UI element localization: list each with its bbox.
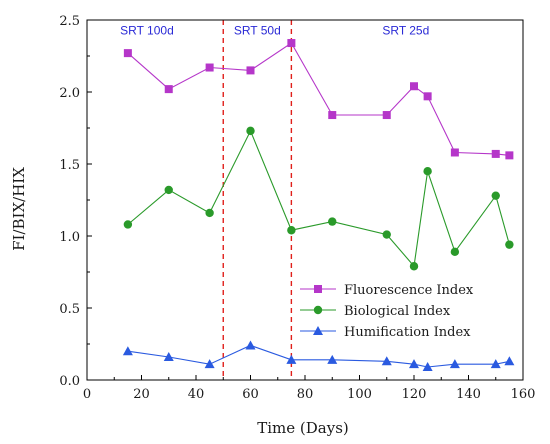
data-point bbox=[204, 359, 215, 369]
data-point bbox=[409, 359, 419, 369]
x-tick-label: 60 bbox=[242, 387, 259, 402]
y-tick-label: 0.0 bbox=[59, 374, 80, 389]
legend: Fluorescence Index Biological Index Humifi… bbox=[300, 283, 474, 340]
x-axis-title: Time (Days) bbox=[257, 419, 349, 437]
x-tick-label: 160 bbox=[511, 387, 536, 402]
data-point bbox=[163, 351, 174, 361]
series-line bbox=[127, 344, 510, 368]
data-point bbox=[122, 346, 133, 356]
data-point bbox=[286, 354, 297, 364]
series-layer bbox=[122, 39, 515, 372]
data-point bbox=[287, 39, 296, 48]
data-point bbox=[410, 82, 418, 91]
x-tick-label: 120 bbox=[402, 387, 427, 402]
y-tick-label: 0.5 bbox=[59, 302, 80, 317]
data-point bbox=[423, 92, 432, 101]
data-point bbox=[381, 356, 392, 366]
data-point bbox=[246, 66, 255, 75]
data-point bbox=[409, 262, 419, 271]
data-point bbox=[504, 356, 515, 366]
data-point bbox=[491, 191, 500, 200]
data-point bbox=[327, 354, 338, 364]
data-point bbox=[490, 359, 501, 369]
data-point bbox=[491, 149, 500, 158]
data-point bbox=[246, 126, 255, 136]
legend-entry: Fluorescence Index bbox=[300, 283, 474, 298]
region-label: SRT 50d bbox=[234, 23, 281, 37]
series-circle bbox=[123, 126, 514, 271]
legend-label: Biological Index bbox=[344, 304, 451, 319]
y-tick-label: 2.5 bbox=[59, 14, 80, 29]
x-tick-label: 80 bbox=[297, 387, 314, 402]
y-tick-label: 1.0 bbox=[59, 230, 80, 245]
srt-divider-lines bbox=[222, 20, 293, 380]
data-point bbox=[205, 63, 214, 72]
data-point bbox=[205, 208, 214, 218]
x-tick-label: 20 bbox=[133, 387, 150, 402]
x-tick-label: 0 bbox=[83, 387, 91, 402]
legend-entry: Biological Index bbox=[300, 304, 451, 319]
y-axis-title: FI/BIX/HIX bbox=[10, 167, 28, 251]
data-point bbox=[505, 240, 514, 249]
legend-marker bbox=[313, 326, 323, 335]
data-point bbox=[450, 247, 460, 257]
data-point bbox=[287, 226, 296, 235]
series-line bbox=[127, 129, 510, 268]
data-point bbox=[505, 151, 514, 160]
data-point bbox=[382, 230, 391, 239]
legend-label: Humification Index bbox=[344, 325, 471, 340]
data-point bbox=[382, 111, 391, 120]
series-line bbox=[127, 42, 510, 156]
data-point bbox=[449, 359, 460, 369]
region-labels: SRT 100d SRT 50d SRT 25d bbox=[120, 23, 429, 37]
x-tick-label: 40 bbox=[188, 387, 205, 402]
data-point bbox=[164, 185, 173, 195]
data-point bbox=[423, 167, 432, 176]
legend-entry: Humification Index bbox=[300, 325, 471, 340]
data-point bbox=[245, 340, 256, 350]
data-point bbox=[328, 111, 337, 120]
legend-label: Fluorescence Index bbox=[344, 283, 474, 298]
data-point bbox=[328, 217, 337, 226]
x-tick-label: 100 bbox=[347, 387, 372, 402]
region-label: SRT 100d bbox=[120, 23, 174, 37]
legend-marker bbox=[313, 305, 323, 315]
axes-layer: 0 20 40 60 80 100 120 140 160 0.0 0.5 1.0 1.5 2.0 2.5 bbox=[59, 14, 535, 402]
y-tick-label: 1.5 bbox=[59, 158, 80, 173]
data-point bbox=[422, 362, 433, 372]
data-point bbox=[123, 220, 133, 229]
data-point bbox=[450, 148, 459, 157]
series-triangle bbox=[122, 340, 515, 372]
x-tick-label: 140 bbox=[456, 387, 481, 402]
y-tick-label: 2.0 bbox=[59, 86, 80, 101]
data-point bbox=[164, 85, 173, 94]
region-label: SRT 25d bbox=[382, 23, 429, 37]
data-point bbox=[123, 49, 132, 58]
legend-marker bbox=[314, 285, 322, 293]
series-square bbox=[123, 39, 514, 160]
